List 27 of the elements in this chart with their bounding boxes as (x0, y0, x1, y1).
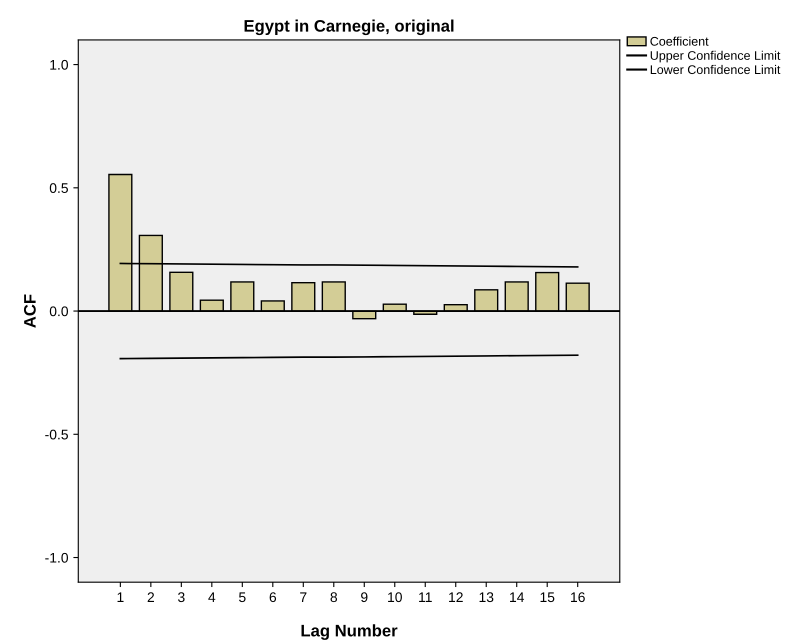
y-tick-label: 0.0 (50, 306, 68, 316)
x-tick-label: 10 (388, 592, 402, 602)
x-tick-label: 12 (449, 592, 463, 602)
x-tick-label: 8 (330, 592, 338, 602)
y-axis-title: ACF (24, 294, 36, 328)
y-tick-label: 1.0 (50, 60, 68, 70)
x-tick-label: 1 (118, 592, 124, 602)
x-tick-label: 15 (540, 592, 554, 602)
x-tick-label: 2 (148, 592, 154, 602)
x-tick-label: 4 (208, 592, 216, 602)
x-tick-label: 6 (270, 592, 276, 602)
x-tick-label: 14 (510, 592, 524, 602)
x-tick-label: 11 (419, 592, 432, 602)
legend-label: Upper Confidence Limit (650, 50, 780, 62)
x-tick-label: 9 (361, 592, 368, 602)
x-tick-label: 13 (480, 592, 494, 602)
x-axis-title: Lag Number (302, 624, 398, 640)
chart-title: Egypt in Carnegie, original (244, 20, 454, 36)
legend-label: Coefficient (650, 36, 709, 46)
y-tick-label: -1.0 (45, 552, 68, 563)
x-tick-label: 5 (239, 592, 246, 602)
y-tick-label: -0.5 (45, 430, 68, 440)
x-tick-label: 16 (571, 592, 585, 602)
y-tick-label: 0.5 (50, 183, 68, 193)
x-tick-label: 3 (178, 592, 185, 602)
x-tick-label: 7 (300, 592, 306, 602)
legend-label: Lower Confidence Limit (650, 64, 780, 74)
